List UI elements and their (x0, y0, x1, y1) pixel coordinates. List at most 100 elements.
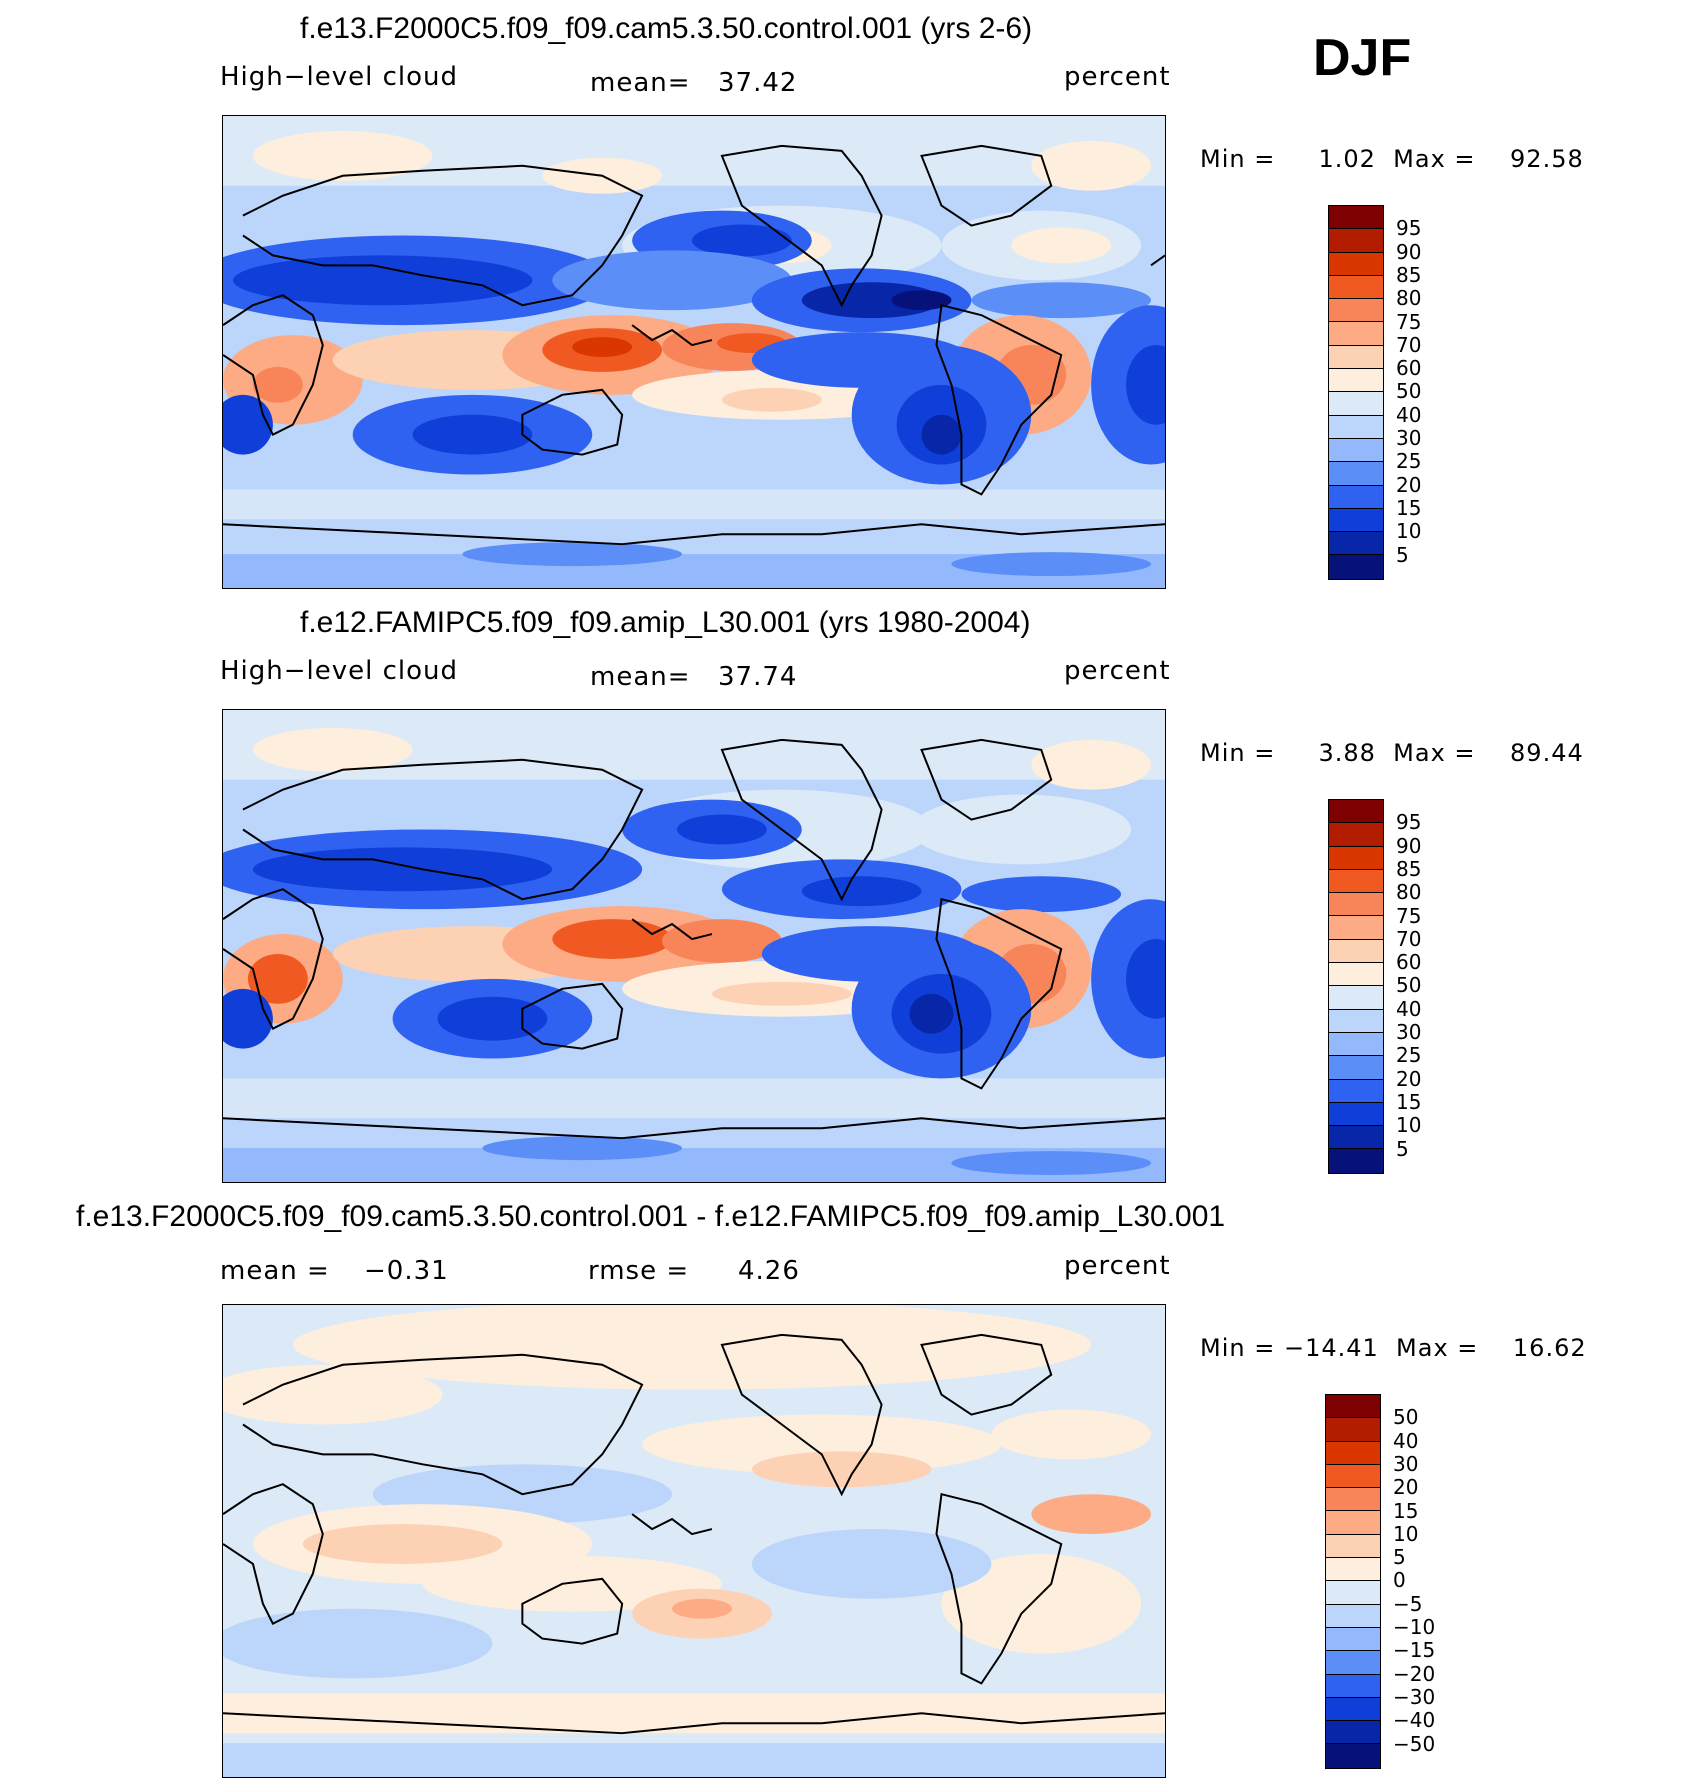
colorbar-tick-label: 95 (1396, 810, 1422, 835)
panel-3-colorbar-swatches (1326, 1395, 1380, 1768)
colorbar-tick-label: 15 (1396, 495, 1422, 520)
colorbar-swatch (1326, 1418, 1380, 1442)
colorbar-swatch (1329, 415, 1383, 439)
panel-1-map (222, 115, 1166, 589)
colorbar-swatch (1326, 1581, 1380, 1605)
colorbar-tick-label: 95 (1396, 216, 1422, 241)
colorbar-tick-label: −15 (1393, 1638, 1436, 1663)
colorbar-swatch (1329, 1009, 1383, 1033)
panel-2-mean-label: mean= (590, 662, 691, 692)
colorbar-tick-label: 10 (1396, 519, 1422, 544)
panel-1-field-label: High−level cloud (220, 62, 459, 92)
colorbar-swatch (1326, 1395, 1380, 1419)
colorbar-tick-label: 30 (1393, 1451, 1419, 1476)
panel-2-mean-value: 37.74 (718, 662, 798, 692)
colorbar-swatch (1329, 1079, 1383, 1103)
season-label: DJF (1313, 29, 1412, 87)
colorbar-tick-label: 30 (1396, 426, 1422, 450)
colorbar-swatch (1329, 462, 1383, 486)
colorbar-tick-label: 40 (1393, 1428, 1419, 1453)
colorbar-swatch (1326, 1558, 1380, 1582)
colorbar-tick-label: 60 (1396, 950, 1422, 975)
colorbar-swatch (1329, 800, 1383, 824)
colorbar-tick-label: 25 (1396, 449, 1422, 474)
colorbar-swatch (1329, 986, 1383, 1010)
colorbar-swatch (1329, 1032, 1383, 1057)
colorbar-tick-label: −10 (1393, 1615, 1436, 1639)
panel-3-minmax: Min = −14.41 Max = 16.62 (1200, 1334, 1587, 1362)
panel-3-title: f.e13.F2000C5.f09_f09.cam5.3.50.control.… (76, 1200, 1226, 1233)
colorbar-tick-label: 30 (1396, 1020, 1422, 1044)
colorbar-swatch (1326, 1511, 1380, 1535)
colorbar-swatch (1326, 1464, 1380, 1489)
colorbar-tick-label: 5 (1396, 1136, 1409, 1161)
colorbar-tick-label: 70 (1396, 332, 1422, 357)
colorbar-swatch (1329, 893, 1383, 917)
colorbar-tick-label: 10 (1393, 1521, 1419, 1546)
colorbar-swatch (1329, 322, 1383, 346)
colorbar-swatch (1326, 1488, 1380, 1512)
colorbar-swatch (1326, 1441, 1380, 1465)
panel-2-field-label: High−level cloud (220, 656, 459, 686)
colorbar-swatch (1329, 485, 1383, 509)
colorbar-tick-label: 25 (1396, 1043, 1422, 1068)
panel-2-map (222, 709, 1166, 1183)
colorbar-tick-label: 20 (1396, 1066, 1422, 1091)
panel-3-rmse-label: rmse = (588, 1256, 690, 1286)
panel-2-colorbar (1328, 799, 1384, 1174)
colorbar-tick-label: 90 (1396, 833, 1422, 858)
panel-3-colorbar (1325, 1394, 1381, 1769)
colorbar-tick-label: 40 (1396, 996, 1422, 1021)
colorbar-swatch (1326, 1744, 1380, 1768)
colorbar-tick-label: 20 (1396, 472, 1422, 497)
colorbar-swatch (1329, 1149, 1383, 1173)
colorbar-tick-label: 50 (1393, 1405, 1419, 1430)
panel-1-mean-value: 37.42 (718, 68, 798, 98)
panel-1-title: f.e13.F2000C5.f09_f09.cam5.3.50.control.… (300, 12, 1033, 45)
colorbar-swatch (1329, 369, 1383, 393)
colorbar-swatch (1329, 1126, 1383, 1150)
colorbar-swatch (1329, 846, 1383, 870)
colorbar-tick-label: 80 (1396, 880, 1422, 905)
colorbar-swatch (1329, 438, 1383, 463)
colorbar-swatch (1329, 392, 1383, 416)
colorbar-swatch (1326, 1721, 1380, 1745)
panel-3-rmse-value: 4.26 (738, 1256, 800, 1286)
colorbar-swatch (1329, 206, 1383, 230)
colorbar-tick-label: −30 (1393, 1684, 1436, 1709)
colorbar-tick-label: 80 (1396, 286, 1422, 311)
colorbar-swatch (1326, 1604, 1380, 1628)
colorbar-tick-label: 15 (1393, 1498, 1419, 1523)
colorbar-tick-label: 60 (1396, 356, 1422, 381)
panel-2-colorbar-swatches (1329, 800, 1383, 1173)
colorbar-swatch (1329, 345, 1383, 370)
colorbar-tick-label: 50 (1396, 379, 1422, 404)
colorbar-swatch (1326, 1697, 1380, 1722)
colorbar-tick-label: 90 (1396, 239, 1422, 264)
panel-1-minmax: Min = 1.02 Max = 92.58 (1200, 145, 1584, 173)
colorbar-swatch (1329, 299, 1383, 323)
panel-2-units: percent (1064, 656, 1171, 686)
colorbar-swatch (1329, 916, 1383, 940)
colorbar-tick-label: 0 (1393, 1568, 1406, 1593)
panel-1-colorbar-swatches (1329, 206, 1383, 579)
colorbar-tick-label: −40 (1393, 1708, 1436, 1733)
colorbar-swatch (1329, 532, 1383, 556)
colorbar-swatch (1329, 555, 1383, 579)
colorbar-tick-label: 75 (1396, 903, 1422, 928)
colorbar-swatch (1329, 823, 1383, 847)
colorbar-swatch (1329, 1056, 1383, 1080)
colorbar-tick-label: 20 (1393, 1475, 1419, 1500)
panel-1-units: percent (1064, 62, 1171, 92)
colorbar-swatch (1329, 869, 1383, 894)
colorbar-swatch (1329, 252, 1383, 276)
colorbar-swatch (1329, 963, 1383, 987)
colorbar-swatch (1329, 508, 1383, 533)
colorbar-tick-label: 10 (1396, 1113, 1422, 1138)
colorbar-tick-label: 50 (1396, 973, 1422, 998)
colorbar-tick-label: 70 (1396, 926, 1422, 951)
colorbar-swatch (1326, 1534, 1380, 1559)
colorbar-tick-label: 75 (1396, 309, 1422, 334)
panel-3-mean-label: mean = (220, 1256, 330, 1286)
colorbar-tick-label: −50 (1393, 1731, 1436, 1756)
